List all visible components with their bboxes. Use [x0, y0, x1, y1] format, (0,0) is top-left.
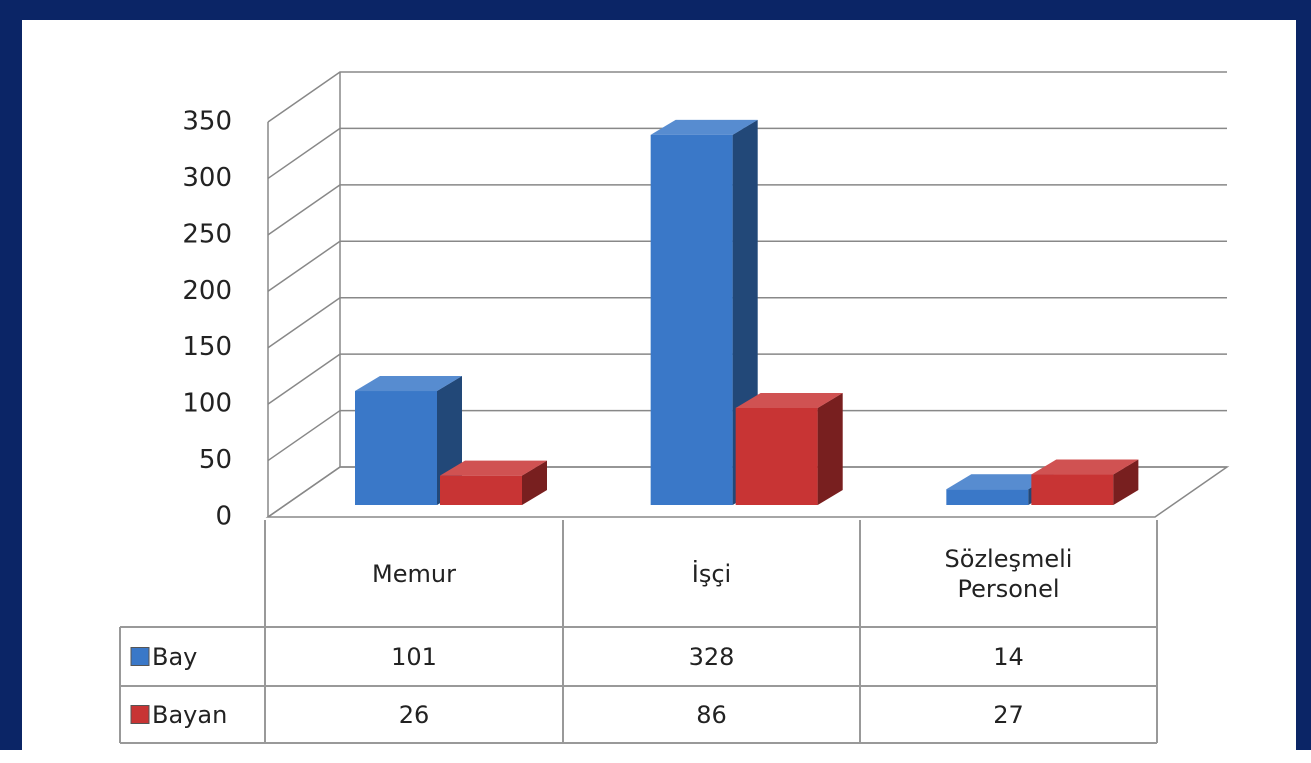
grid-line [267, 71, 1227, 123]
legend-label-text: Bay [152, 642, 198, 671]
legend-label: Bay [152, 627, 265, 686]
y-tick-label: 250 [182, 219, 232, 249]
category-label: Sözleşmeli Personel [860, 520, 1157, 627]
table-value-text: 14 [993, 642, 1024, 671]
grid-line [267, 296, 1227, 349]
bar-top [1031, 459, 1139, 475]
frame-top [0, 0, 1311, 20]
bar-front [355, 391, 437, 505]
table-value: 27 [860, 686, 1157, 743]
bar-side [817, 392, 843, 505]
y-tick-label: 50 [199, 445, 232, 475]
legend-swatch [130, 705, 150, 724]
category-label-text: Sözleşmeli Personel [944, 544, 1073, 603]
bar-front [440, 475, 522, 505]
bar-front [650, 134, 733, 506]
bar-top [440, 460, 547, 476]
bar-front [735, 407, 818, 505]
grid-line [267, 409, 1227, 462]
bar-top-shade [1031, 459, 1139, 475]
table-value: 86 [563, 686, 860, 743]
table-value: 14 [860, 627, 1157, 686]
bar-top-shade [946, 474, 1054, 490]
grid-line [267, 353, 1227, 405]
legend-swatch [130, 647, 150, 666]
category-label-text: Memur [372, 559, 456, 588]
grid-line [267, 184, 1227, 236]
y-tick-label: 150 [182, 332, 232, 362]
table-value: 328 [563, 627, 860, 686]
bar-side [1113, 459, 1139, 505]
bar-top-shade [650, 119, 758, 135]
y-tick-label: 350 [182, 107, 232, 137]
bar-front [946, 489, 1029, 505]
legend-label: Bayan [152, 686, 265, 743]
frame-right [1296, 0, 1311, 750]
category-label: İşçi [563, 520, 860, 627]
bar-top [650, 119, 758, 135]
bar-front [1031, 474, 1114, 505]
bar-top-shade [355, 376, 462, 392]
table-value-text: 27 [993, 700, 1024, 729]
bar-top-shade [440, 460, 547, 476]
category-label-text: İşçi [691, 559, 732, 588]
category-label: Memur [265, 520, 563, 627]
legend-label-text: Bayan [152, 700, 228, 729]
grid-line [267, 466, 1227, 518]
bar-side-shade [522, 460, 547, 505]
bar-side-shade [817, 392, 843, 505]
y-tick-label: 0 [215, 502, 232, 532]
bar-side [522, 460, 547, 505]
bar-top [946, 474, 1054, 490]
frame-left [0, 0, 22, 750]
grid-line [267, 240, 1227, 292]
bar-top [735, 392, 843, 408]
table-value-text: 86 [696, 700, 727, 729]
table-value-text: 328 [688, 642, 735, 671]
bar-top-shade [735, 392, 843, 408]
bar-side-shade [1113, 459, 1139, 505]
y-tick-label: 300 [182, 163, 232, 193]
table-value: 26 [265, 686, 563, 743]
table-value: 101 [265, 627, 563, 686]
bar-top [355, 376, 462, 392]
grid-line [267, 127, 1227, 180]
table-value-text: 26 [398, 700, 430, 729]
y-tick-label: 100 [182, 389, 232, 419]
table-value-text: 101 [391, 642, 437, 671]
y-tick-label: 200 [182, 276, 232, 306]
